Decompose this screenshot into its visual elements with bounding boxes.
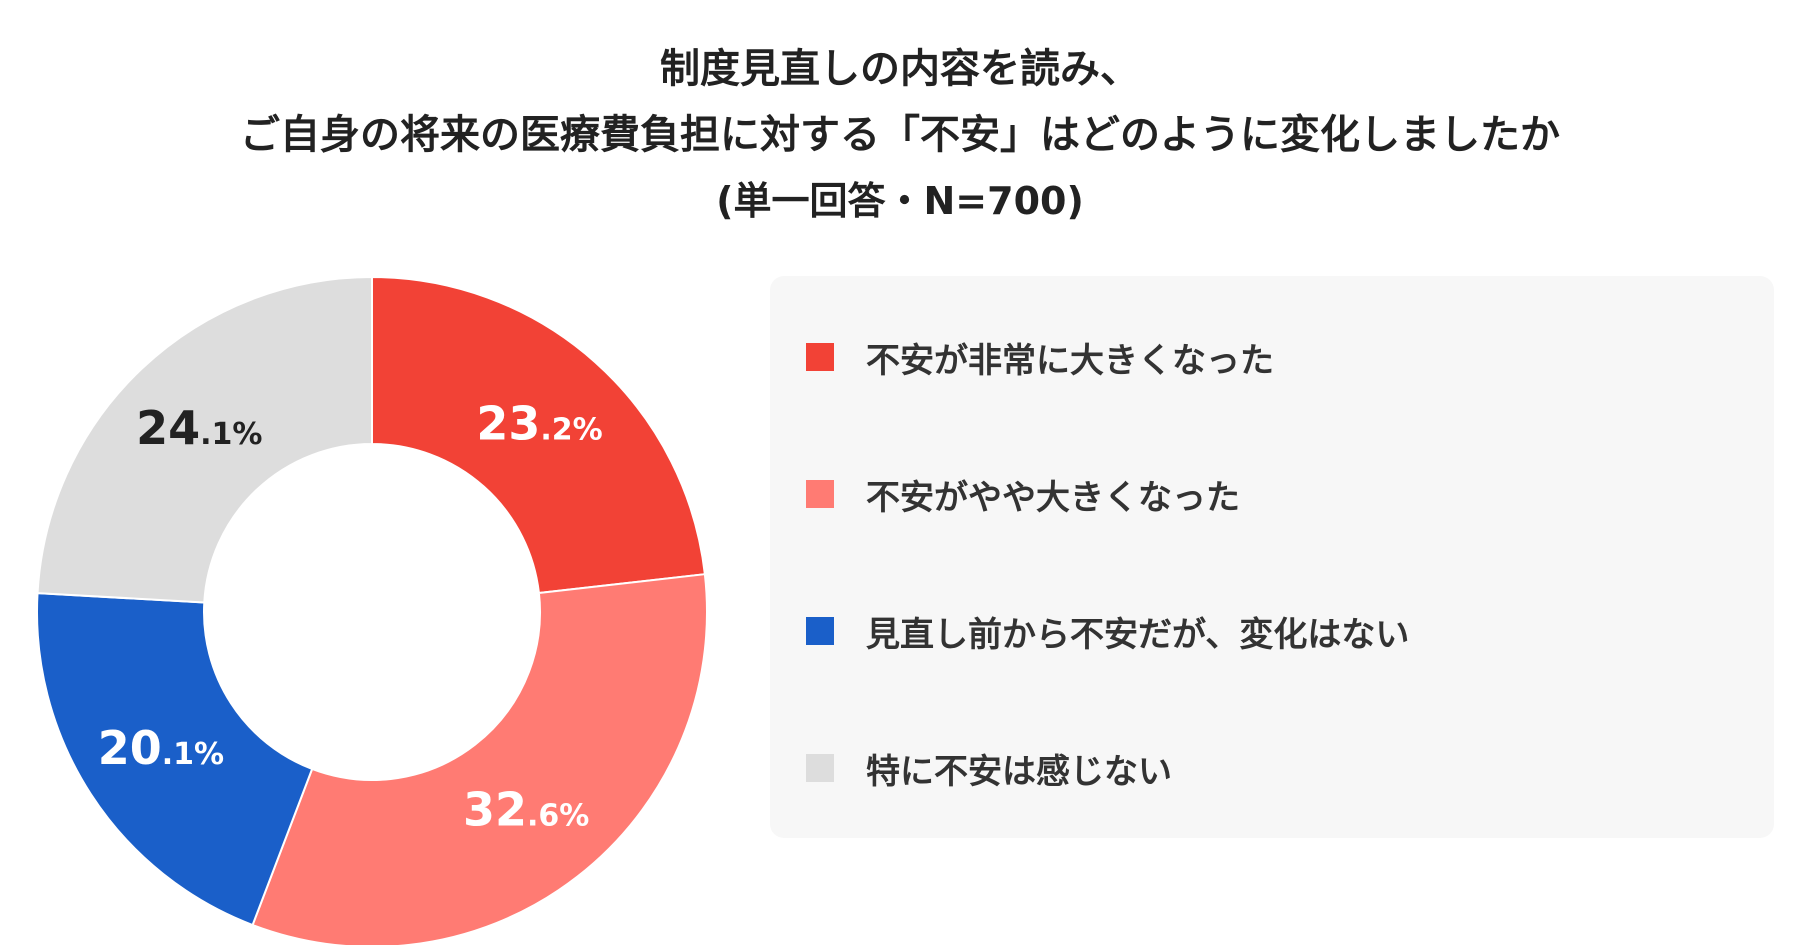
chart-title-block: 制度見直しの内容を読み、 ご自身の将来の医療費負担に対する「不安」はどのように変… — [0, 36, 1800, 234]
legend-swatch-4 — [806, 754, 834, 782]
donut-value-labels: 23.2%32.6%20.1%24.1% — [98, 396, 603, 836]
chart-title-line-2: ご自身の将来の医療費負担に対する「不安」はどのように変化しましたか — [240, 112, 1560, 158]
donut-slice-2 — [251, 573, 708, 945]
legend-item-3: 見直し前から不安だが、変化はない — [806, 601, 1409, 661]
legend-label-4: 特に不安は感じない — [866, 751, 1172, 792]
legend-panel: 不安が非常に大きくなった 不安がやや大きくなった 見直し前から不安だが、変化はな… — [770, 276, 1774, 838]
legend-item-1: 不安が非常に大きくなった — [806, 327, 1274, 387]
legend-item-2: 不安がやや大きくなった — [806, 464, 1240, 524]
donut-slice-4 — [36, 275, 373, 604]
chart-title-line-1: 制度見直しの内容を読み、 — [660, 46, 1140, 92]
donut-value-label-3: 20.1% — [98, 721, 224, 775]
donut-chart: 23.2%32.6%20.1%24.1% — [36, 275, 708, 945]
legend-label-1: 不安が非常に大きくなった — [866, 340, 1274, 381]
value-label-decimal-3: .1% — [162, 737, 224, 772]
donut-slice-3 — [36, 592, 314, 927]
chart-subtitle: (単一回答・N=700) — [716, 179, 1084, 223]
value-label-decimal-2: .6% — [527, 799, 589, 834]
value-label-main-2: 32 — [463, 783, 527, 837]
donut-slices — [36, 275, 708, 945]
legend-swatch-3 — [806, 617, 834, 645]
value-label-main-4: 24 — [136, 401, 200, 455]
legend-label-2: 不安がやや大きくなった — [866, 477, 1240, 518]
value-label-main-1: 23 — [476, 396, 540, 450]
legend-swatch-2 — [806, 480, 834, 508]
value-label-decimal-1: .2% — [540, 412, 602, 447]
donut-slice-1 — [371, 275, 706, 595]
value-label-main-3: 20 — [98, 721, 162, 775]
legend-label-3: 見直し前から不安だが、変化はない — [866, 614, 1410, 655]
value-label-decimal-4: .1% — [200, 417, 262, 452]
donut-value-label-1: 23.2% — [476, 396, 602, 450]
donut-value-label-4: 24.1% — [136, 401, 262, 455]
legend-item-4: 特に不安は感じない — [806, 738, 1172, 798]
donut-value-label-2: 32.6% — [463, 783, 589, 837]
legend-swatch-1 — [806, 343, 834, 371]
